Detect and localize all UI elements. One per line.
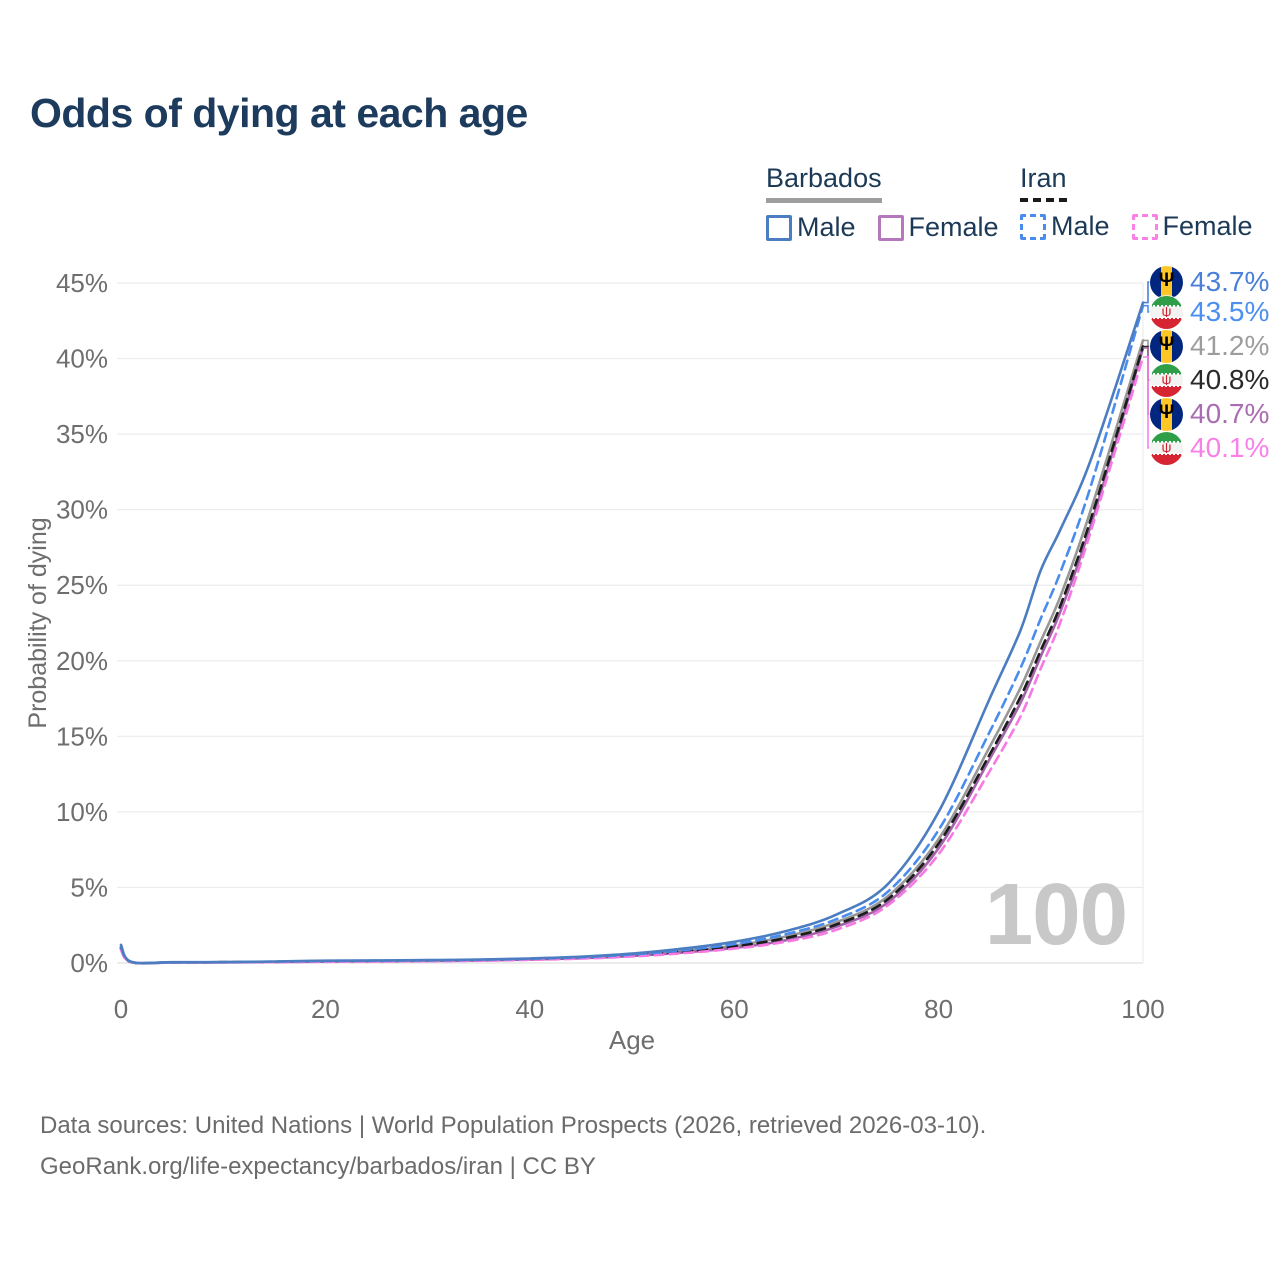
y-tick-label: 10% (56, 797, 108, 827)
legend-label-barbados-male: Male (797, 212, 856, 242)
end-label-barbados-male: Ψ 43.7% (1150, 265, 1269, 299)
x-tick-label: 80 (924, 994, 953, 1024)
y-tick-label: 0% (70, 948, 108, 978)
y-tick-label: 35% (56, 419, 108, 449)
legend-country-iran[interactable]: Iran (1020, 163, 1067, 202)
legend-item-barbados-male[interactable]: Male (766, 212, 856, 243)
y-tick-label: 30% (56, 495, 108, 525)
dashed-line-swatch-icon (1020, 213, 1046, 240)
x-tick-label: 0 (114, 994, 128, 1024)
end-value: 43.7% (1190, 266, 1270, 297)
solid-line-swatch-icon (877, 214, 904, 241)
data-sources-line: Data sources: United Nations | World Pop… (40, 1112, 987, 1139)
series-line-barbados-male (119, 301, 1145, 965)
x-tick-label: 60 (720, 994, 749, 1024)
license-line: GeoRank.org/life-expectancy/barbados/ira… (40, 1153, 596, 1181)
legend-country-barbados[interactable]: Barbados (766, 163, 882, 203)
iran-flag-icon: ψ (1150, 431, 1183, 465)
x-tick-label: 100 (1121, 994, 1164, 1024)
end-label-barbados-all: Ψ 41.2% (1150, 329, 1269, 363)
trident-glyph: Ψ (1158, 334, 1175, 355)
attribution: Data sources: United Nations | World Pop… (40, 1105, 986, 1188)
dashed-line-swatch-icon (1131, 213, 1158, 240)
end-value: 40.1% (1190, 432, 1270, 463)
iran-flag-icon: ψ (1150, 363, 1183, 397)
legend-items-barbados: Male Female (766, 212, 1021, 243)
series-line-iran-male (119, 304, 1145, 965)
y-tick-label: 40% (56, 344, 108, 374)
solid-line-swatch-icon (766, 214, 792, 241)
series-line-iran-all (119, 345, 1145, 965)
chart-title: Odds of dying at each age (30, 90, 528, 136)
y-tick-label: 5% (70, 872, 108, 902)
end-value: 40.8% (1190, 364, 1270, 395)
legend-label-barbados-female: Female (908, 212, 999, 242)
trident-glyph: Ψ (1158, 270, 1175, 291)
trident-glyph: Ψ (1158, 402, 1175, 423)
x-tick-label: 40 (515, 994, 544, 1024)
y-tick-label: 25% (56, 570, 108, 600)
end-label-iran-all: ψ 40.8% (1150, 363, 1269, 397)
barbados-flag-icon: Ψ (1150, 397, 1183, 431)
legend-item-barbados-female[interactable]: Female (877, 212, 999, 243)
legend-items-iran: Male Female (1020, 211, 1275, 242)
end-value: 43.5% (1190, 296, 1270, 327)
legend-item-iran-male[interactable]: Male (1020, 211, 1110, 242)
barbados-flag-icon: Ψ (1150, 265, 1183, 299)
y-tick-label: 20% (56, 646, 108, 676)
x-axis-title: Age (609, 1025, 655, 1055)
iran-emblem-glyph: ψ (1161, 439, 1172, 455)
y-tick-label: 15% (56, 721, 108, 751)
iran-emblem-glyph: ψ (1161, 303, 1172, 319)
legend-label-iran-male: Male (1051, 211, 1110, 241)
y-axis-title: Probability of dying (24, 517, 52, 728)
age-cursor-watermark: 100 (984, 866, 1128, 963)
end-value: 41.2% (1190, 330, 1270, 361)
legend-label-iran-female: Female (1162, 211, 1253, 241)
legend-item-iran-female[interactable]: Female (1131, 211, 1253, 242)
end-label-iran-female: ψ 40.1% (1150, 431, 1269, 465)
iran-emblem-glyph: ψ (1161, 371, 1172, 387)
end-label-barbados-female: Ψ 40.7% (1150, 397, 1269, 431)
end-label-iran-male: ψ 43.5% (1150, 295, 1269, 329)
x-tick-label: 20 (311, 994, 340, 1024)
end-value: 40.7% (1190, 398, 1270, 429)
y-tick-label: 45% (56, 268, 108, 298)
legend-group-barbados: Barbados Male Female (766, 163, 1021, 243)
iran-flag-icon: ψ (1150, 295, 1183, 329)
barbados-flag-icon: Ψ (1150, 329, 1183, 363)
legend-group-iran: Iran Male Female (1020, 163, 1275, 242)
